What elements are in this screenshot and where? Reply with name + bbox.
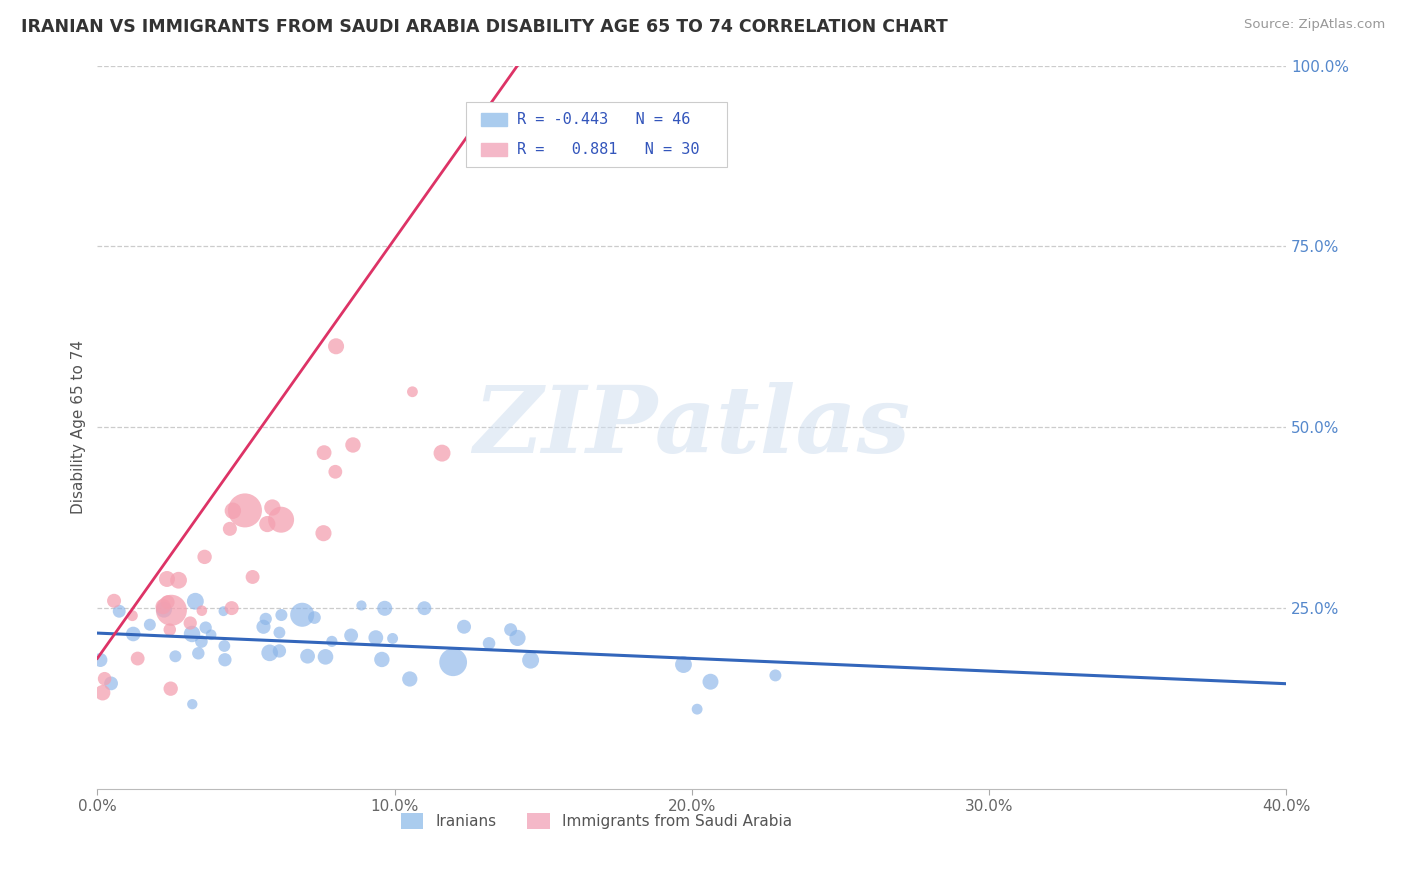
Point	[312, 445, 335, 459]
Point	[364, 631, 387, 645]
Point	[270, 607, 292, 622]
Y-axis label: Disability Age 65 to 74: Disability Age 65 to 74	[72, 340, 86, 514]
Point	[269, 625, 291, 640]
Point	[103, 594, 125, 608]
Text: Source: ZipAtlas.com: Source: ZipAtlas.com	[1244, 18, 1385, 31]
Point	[139, 617, 162, 632]
Text: R = -0.443   N = 46: R = -0.443 N = 46	[517, 112, 690, 127]
Point	[291, 607, 314, 622]
Point	[430, 446, 453, 460]
Point	[181, 627, 204, 641]
Point	[672, 657, 695, 672]
Point	[167, 573, 190, 587]
Point	[686, 702, 709, 716]
Point	[499, 623, 522, 637]
Point	[222, 504, 245, 518]
Point	[763, 668, 786, 682]
Point	[323, 465, 346, 479]
Point	[259, 646, 281, 660]
Point	[194, 621, 217, 635]
Point	[181, 697, 204, 711]
Text: IRANIAN VS IMMIGRANTS FROM SAUDI ARABIA DISABILITY AGE 65 TO 74 CORRELATION CHAR: IRANIAN VS IMMIGRANTS FROM SAUDI ARABIA …	[21, 18, 948, 36]
Point	[262, 500, 284, 515]
Point	[194, 549, 217, 564]
Point	[159, 681, 181, 696]
Point	[519, 653, 541, 667]
Point	[314, 649, 336, 664]
Point	[242, 570, 264, 584]
FancyBboxPatch shape	[465, 102, 727, 167]
Point	[160, 603, 183, 617]
Point	[214, 653, 236, 667]
Point	[441, 655, 464, 669]
Point	[108, 604, 131, 618]
Point	[350, 599, 373, 613]
Point	[304, 610, 326, 624]
Point	[233, 503, 256, 517]
Point	[254, 612, 277, 626]
Point	[478, 636, 501, 650]
Point	[122, 627, 145, 641]
Point	[159, 623, 181, 637]
Point	[321, 634, 343, 648]
Point	[256, 517, 278, 532]
Point	[191, 604, 214, 618]
Point	[91, 686, 114, 700]
Point	[374, 601, 396, 615]
Point	[699, 674, 721, 689]
Point	[152, 599, 174, 614]
Point	[212, 604, 235, 618]
Point	[200, 628, 222, 642]
Legend: Iranians, Immigrants from Saudi Arabia: Iranians, Immigrants from Saudi Arabia	[395, 807, 799, 835]
Bar	[481, 112, 508, 126]
Point	[413, 601, 436, 615]
Text: R =   0.881   N = 30: R = 0.881 N = 30	[517, 142, 699, 157]
Point	[269, 644, 291, 658]
Point	[190, 634, 212, 648]
Bar	[481, 143, 508, 156]
Point	[214, 639, 236, 653]
Point	[153, 602, 176, 616]
Point	[401, 384, 423, 399]
Point	[156, 595, 179, 609]
Point	[179, 615, 201, 630]
Point	[312, 526, 335, 541]
Point	[325, 339, 347, 353]
Point	[342, 438, 364, 452]
Point	[340, 628, 363, 642]
Text: ZIPatlas: ZIPatlas	[474, 382, 910, 472]
Point	[121, 608, 143, 623]
Point	[506, 631, 529, 645]
Point	[187, 646, 209, 660]
Point	[381, 632, 404, 646]
Point	[89, 653, 111, 667]
Point	[371, 652, 394, 666]
Point	[221, 601, 243, 615]
Point	[218, 522, 240, 536]
Point	[270, 513, 292, 527]
Point	[398, 672, 420, 686]
Point	[297, 649, 319, 664]
Point	[156, 572, 179, 586]
Point	[100, 676, 122, 690]
Point	[127, 651, 149, 665]
Point	[93, 672, 115, 686]
Point	[252, 620, 274, 634]
Point	[453, 620, 475, 634]
Point	[184, 594, 207, 608]
Point	[165, 649, 187, 664]
